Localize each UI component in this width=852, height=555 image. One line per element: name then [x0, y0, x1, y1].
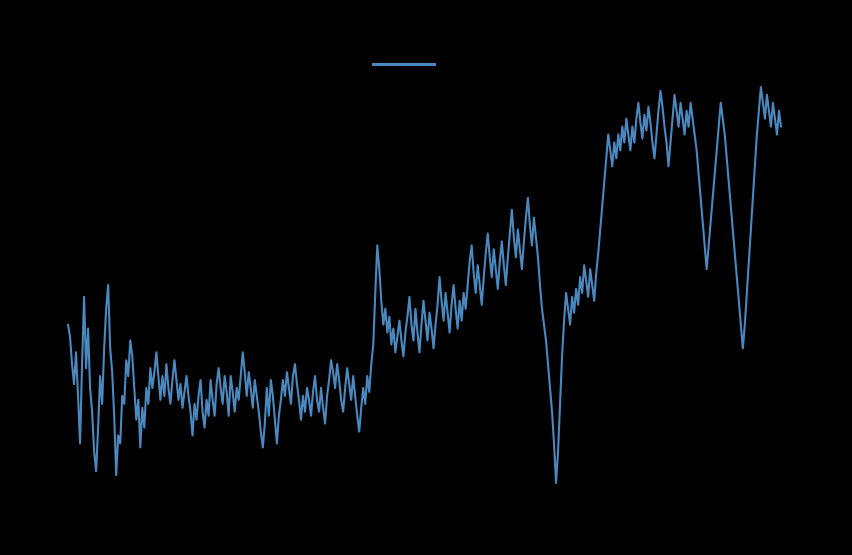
- series-line-path: [66, 85, 783, 485]
- legend-line-swatch-icon: [372, 62, 436, 66]
- chart-legend: [372, 52, 442, 76]
